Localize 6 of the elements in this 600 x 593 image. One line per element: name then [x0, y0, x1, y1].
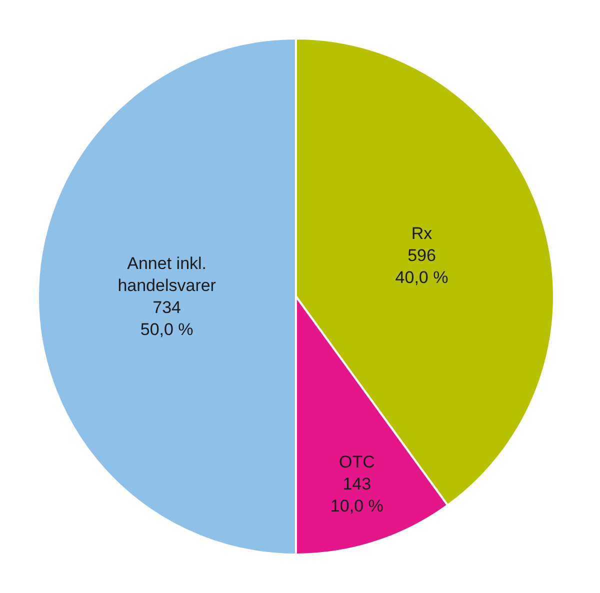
slice-label: Annet inkl. handelsvarer [118, 254, 216, 295]
data-label: 143 10,0 % [330, 474, 384, 516]
slice-label: OTC [338, 452, 375, 472]
data-label: 734 50,0 % [140, 298, 194, 340]
data-label: 596 40,0 % [395, 246, 448, 288]
slice-label: Rx [411, 224, 433, 244]
